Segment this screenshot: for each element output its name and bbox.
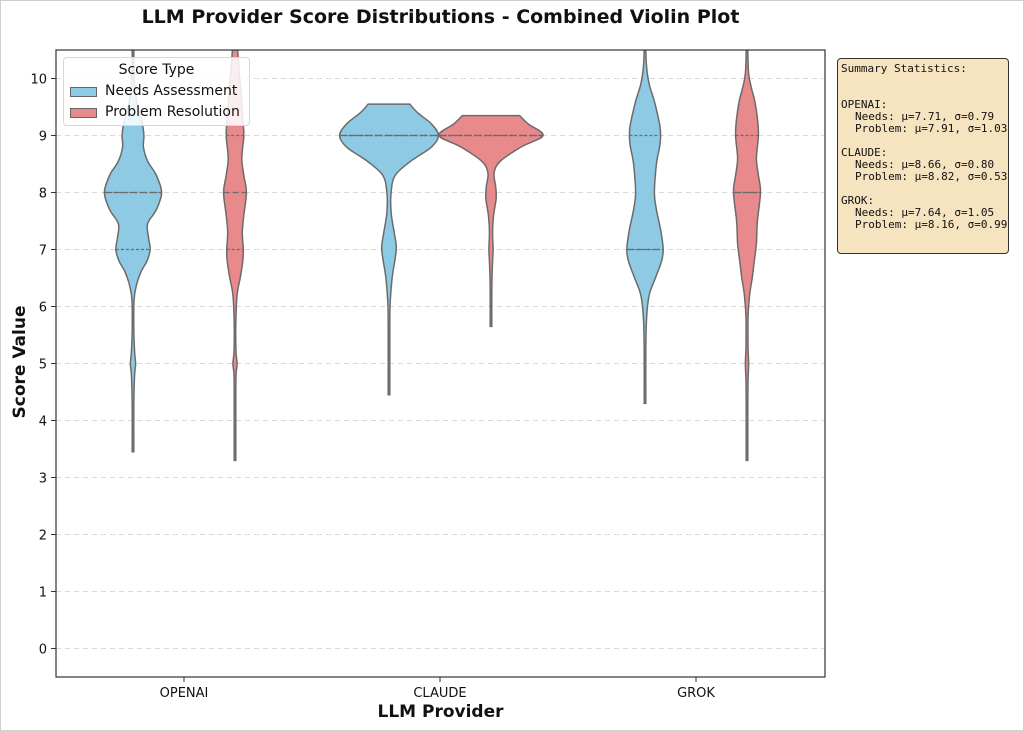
stats-provider-grok: GROK: <box>841 194 875 207</box>
legend: Score Type Needs Assessment Problem Reso… <box>63 57 250 126</box>
y-tick-label-9: 9 <box>39 130 47 145</box>
chart-title: LLM Provider Score Distributions - Combi… <box>141 6 740 28</box>
violin-needs-assessment-openai <box>103 50 163 453</box>
y-tick-label-5: 5 <box>39 358 47 373</box>
violins-group <box>103 50 762 462</box>
x-tick-label-openai: OPENAI <box>160 686 209 701</box>
stats-provider-claude: CLAUDE: <box>841 146 888 159</box>
legend-label-problem-resolution: Problem Resolution <box>105 104 240 120</box>
y-tick-label-8: 8 <box>39 187 47 202</box>
x-tick-label-claude: CLAUDE <box>413 686 466 701</box>
violin-problem-resolution-grok <box>732 50 762 462</box>
stats-title: Summary Statistics: <box>841 62 967 75</box>
y-tick-label-7: 7 <box>39 244 47 259</box>
y-tick-label-6: 6 <box>39 301 47 316</box>
x-tick-label-grok: GROK <box>677 686 715 701</box>
violin-needs-assessment-claude <box>338 103 440 396</box>
y-tick-label-3: 3 <box>39 472 47 487</box>
stats-openai-problem: Problem: μ=7.91, σ=1.03 <box>855 122 1008 135</box>
stats-openai-needs: Needs: μ=7.71, σ=0.79 <box>855 110 995 123</box>
stats-claude-needs: Needs: μ=8.66, σ=0.80 <box>855 158 995 171</box>
y-tick-label-0: 0 <box>39 643 47 658</box>
legend-label-needs-assessment: Needs Assessment <box>105 83 238 99</box>
y-tick-label-1: 1 <box>39 586 47 601</box>
plot-area-border <box>55 49 826 678</box>
violin-needs-assessment-grok <box>626 50 664 405</box>
stats-claude-problem: Problem: μ=8.82, σ=0.53 <box>855 170 1008 183</box>
violin-problem-resolution-claude <box>438 114 544 328</box>
stats-grok-problem: Problem: μ=8.16, σ=0.99 <box>855 218 1008 231</box>
y-tick-label-2: 2 <box>39 529 47 544</box>
legend-title: Score Type <box>118 62 195 78</box>
violin-problem-resolution-openai <box>222 50 248 462</box>
legend-swatch-problem-resolution <box>70 108 97 118</box>
x-axis-label: LLM Provider <box>377 702 504 722</box>
stats-provider-openai: OPENAI: <box>841 98 888 111</box>
legend-swatch-needs-assessment <box>70 87 97 97</box>
stats-grok-needs: Needs: μ=7.64, σ=1.05 <box>855 206 995 219</box>
y-tick-label-10: 10 <box>30 73 47 88</box>
summary-statistics-box: Summary Statistics: OPENAI: Needs: μ=7.71… <box>837 58 1009 254</box>
y-tick-label-4: 4 <box>39 415 47 430</box>
